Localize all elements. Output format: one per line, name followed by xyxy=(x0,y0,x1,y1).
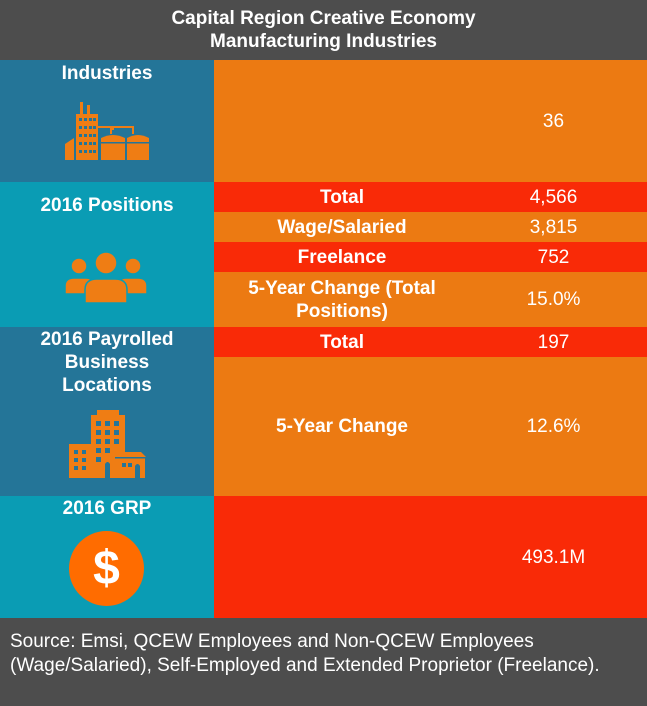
locations-title-line-2: Business xyxy=(64,352,150,373)
row-label: Total xyxy=(320,331,364,353)
industries-count-value: 36 xyxy=(542,110,565,132)
locations-total-row: Total 197 xyxy=(214,327,647,357)
row-value: 752 xyxy=(537,246,570,268)
locations-side-panel: 2016 Payrolled Business Locations xyxy=(0,327,214,496)
section-grp: 2016 GRP $ 493.1M xyxy=(0,496,647,618)
grp-side-panel: 2016 GRP $ xyxy=(0,496,214,618)
row-label: Wage/Salaried xyxy=(277,216,407,238)
row-label: 5-Year Change xyxy=(276,416,408,437)
row-label: Total xyxy=(320,186,364,208)
positions-change-row: 5-Year Change (Total Positions) 15.0% xyxy=(214,272,647,327)
section-business-locations: 2016 Payrolled Business Locations xyxy=(0,327,647,496)
positions-total-row: Total 4,566 xyxy=(214,182,647,212)
positions-wage-row: Wage/Salaried 3,815 xyxy=(214,212,647,242)
row-value: 197 xyxy=(537,331,570,353)
grp-title: 2016 GRP xyxy=(62,498,152,519)
locations-title-line-3: Locations xyxy=(62,375,152,396)
row-value: 15.0% xyxy=(526,289,581,310)
section-industries: Industries xyxy=(0,60,647,182)
locations-change-row: 5-Year Change 12.6% xyxy=(214,357,647,496)
grp-value: 493.1M xyxy=(521,546,586,568)
stats-table: Industries xyxy=(0,60,647,618)
source-footer: Source: Emsi, QCEW Employees and Non-QCE… xyxy=(0,618,647,706)
row-value: 12.6% xyxy=(526,416,581,437)
section-positions: 2016 Positions Total 4,566 Wage/Salaried… xyxy=(0,182,647,327)
industries-title: Industries xyxy=(61,63,153,84)
title-line-2: Manufacturing Industries xyxy=(210,31,437,52)
positions-title: 2016 Positions xyxy=(40,195,174,216)
row-label: 5-Year Change (Total Positions) xyxy=(248,277,436,322)
infographic-header: Capital Region Creative Economy Manufact… xyxy=(0,0,647,60)
industries-side-panel: Industries xyxy=(0,60,214,182)
grp-value-row: 493.1M xyxy=(214,496,647,618)
people-group-icon xyxy=(64,252,148,304)
positions-freelance-row: Freelance 752 xyxy=(214,242,647,272)
row-value: 4,566 xyxy=(529,186,578,208)
row-label: Freelance xyxy=(297,246,387,268)
row-value: 3,815 xyxy=(529,216,578,238)
source-text: Source: Emsi, QCEW Employees and Non-QCE… xyxy=(10,631,600,676)
buildings-icon xyxy=(69,410,147,478)
locations-title-line-1: 2016 Payrolled xyxy=(40,329,174,350)
title-line-1: Capital Region Creative Economy xyxy=(171,8,476,29)
dollar-icon: $ xyxy=(69,531,144,606)
industries-count-row: 36 xyxy=(214,60,647,182)
positions-side-panel: 2016 Positions xyxy=(0,182,214,327)
factory-icon xyxy=(65,102,149,160)
